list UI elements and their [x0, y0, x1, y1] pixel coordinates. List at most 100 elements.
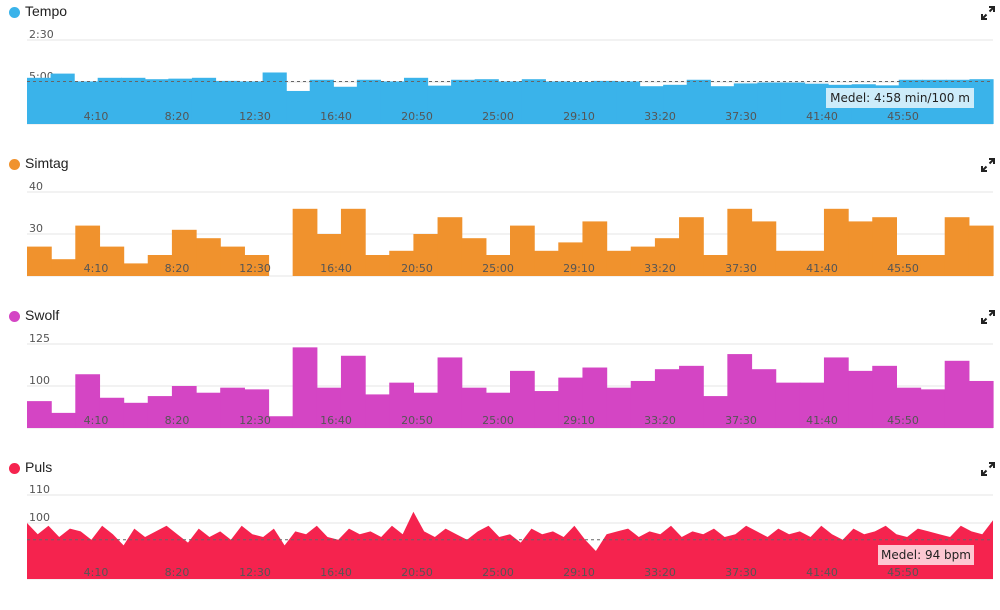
bar	[292, 208, 318, 276]
bar	[461, 387, 487, 428]
bar	[727, 208, 753, 276]
x-tick-label: 4:10	[84, 566, 109, 579]
x-tick-label: 12:30	[239, 414, 271, 427]
y-tick-label: 100	[29, 511, 50, 524]
bar	[799, 382, 825, 428]
bar	[521, 79, 546, 124]
bar	[558, 377, 584, 428]
bar	[99, 246, 125, 276]
tempo-panel: Tempo 2:305:007:304:108:2012:3016:4020:5…	[0, 0, 1000, 152]
bar	[968, 380, 994, 428]
expand-icon[interactable]	[980, 309, 996, 325]
x-tick-label: 41:40	[806, 110, 838, 123]
bar	[51, 412, 76, 428]
bar	[286, 90, 311, 124]
x-tick-label: 16:40	[320, 566, 352, 579]
bar	[191, 77, 217, 124]
bar	[799, 250, 825, 276]
bar	[316, 387, 342, 428]
bar	[616, 81, 641, 124]
bar	[498, 81, 523, 124]
bar	[679, 365, 704, 428]
bar	[333, 86, 358, 124]
x-tick-label: 20:50	[401, 262, 433, 275]
bar	[757, 82, 782, 124]
bar	[316, 234, 342, 276]
bar	[380, 81, 405, 124]
bar	[639, 86, 664, 124]
bar	[365, 255, 390, 276]
bar	[804, 83, 829, 124]
bar	[727, 354, 753, 428]
expand-icon[interactable]	[980, 157, 996, 173]
bar	[356, 79, 382, 124]
bar	[534, 391, 559, 428]
bar	[437, 357, 463, 428]
x-tick-label: 29:10	[563, 262, 595, 275]
x-tick-label: 12:30	[239, 110, 271, 123]
x-tick-label: 45:50	[887, 414, 919, 427]
puls-header: Puls	[0, 456, 1000, 480]
x-tick-label: 37:30	[725, 414, 757, 427]
x-tick-label: 33:20	[644, 110, 676, 123]
bar	[780, 82, 806, 124]
bar	[944, 217, 970, 276]
y-tick-label: 100	[29, 374, 50, 387]
bar	[582, 221, 608, 276]
bar	[582, 367, 608, 428]
bar	[340, 355, 366, 428]
bar	[147, 255, 173, 276]
bar	[27, 246, 52, 276]
x-tick-label: 33:20	[644, 414, 676, 427]
bar	[171, 386, 197, 428]
bar	[823, 357, 849, 428]
x-tick-label: 29:10	[563, 414, 595, 427]
swolf-legend-dot	[9, 311, 20, 322]
tempo-title: Tempo	[25, 3, 68, 19]
bar	[389, 382, 414, 428]
simtag-chart: 4030204:108:2012:3016:4020:5025:0029:103…	[27, 180, 994, 277]
bar	[309, 79, 334, 124]
bar	[340, 208, 366, 276]
bar	[220, 246, 245, 276]
bar	[872, 217, 897, 276]
y-tick-label: 110	[29, 483, 50, 496]
bar	[733, 83, 758, 124]
bar	[968, 225, 994, 276]
y-tick-label: 40	[29, 180, 43, 193]
x-tick-label: 37:30	[725, 566, 757, 579]
bar	[485, 255, 511, 276]
puls-panel: Puls 11010090804:108:2012:3016:4020:5025…	[0, 456, 1000, 608]
bar	[74, 81, 99, 124]
average-label-box	[878, 545, 974, 565]
bar	[27, 401, 52, 428]
bar	[944, 360, 970, 428]
bar	[123, 402, 149, 428]
bar	[389, 250, 414, 276]
expand-icon[interactable]	[980, 461, 996, 477]
bar	[220, 387, 245, 428]
x-tick-label: 25:00	[482, 110, 514, 123]
x-tick-label: 4:10	[84, 262, 109, 275]
bar	[630, 246, 656, 276]
x-tick-label: 45:50	[887, 566, 919, 579]
expand-icon[interactable]	[980, 5, 996, 21]
y-tick-label: 30	[29, 222, 43, 235]
bar	[848, 221, 873, 276]
average-label: Medel: 94 bpm	[881, 548, 971, 562]
x-tick-label: 29:10	[563, 110, 595, 123]
x-tick-label: 20:50	[401, 110, 433, 123]
bar	[686, 79, 711, 124]
simtag-legend-dot	[9, 159, 20, 170]
bar	[896, 387, 922, 428]
bar	[196, 392, 221, 428]
bar	[50, 73, 75, 124]
y-tick-label: 125	[29, 332, 50, 345]
bar	[403, 77, 429, 124]
tempo-chart: 2:305:007:304:108:2012:3016:4020:5025:00…	[27, 28, 994, 125]
x-tick-label: 25:00	[482, 414, 514, 427]
bar	[606, 387, 632, 428]
bar	[461, 238, 487, 276]
x-tick-label: 16:40	[320, 262, 352, 275]
x-tick-label: 25:00	[482, 262, 514, 275]
